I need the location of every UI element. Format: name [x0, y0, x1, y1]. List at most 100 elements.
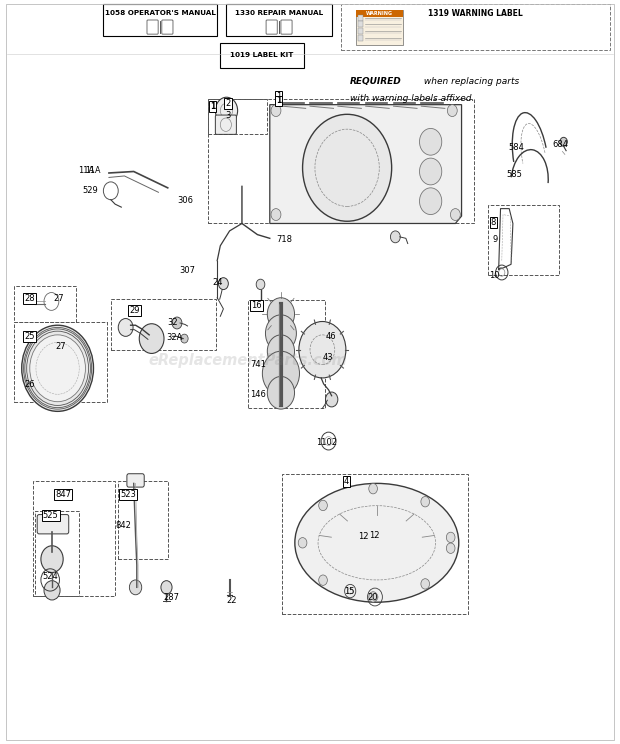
FancyBboxPatch shape: [103, 4, 217, 36]
FancyBboxPatch shape: [147, 20, 158, 34]
Circle shape: [303, 115, 392, 221]
Circle shape: [130, 580, 142, 594]
Text: 22: 22: [226, 596, 237, 605]
Circle shape: [265, 315, 296, 352]
Circle shape: [298, 538, 307, 548]
Text: 20: 20: [368, 592, 378, 601]
Text: 1: 1: [210, 102, 215, 111]
Circle shape: [326, 392, 338, 407]
Text: 741: 741: [250, 360, 266, 369]
Circle shape: [262, 351, 299, 396]
Text: 1019 LABEL KIT: 1019 LABEL KIT: [231, 52, 294, 58]
Text: 718: 718: [276, 234, 292, 243]
Circle shape: [256, 279, 265, 289]
Text: 26: 26: [24, 380, 35, 389]
Polygon shape: [270, 105, 461, 223]
Circle shape: [369, 484, 378, 494]
Circle shape: [299, 321, 346, 378]
FancyBboxPatch shape: [215, 115, 236, 135]
Text: 287: 287: [164, 592, 179, 601]
Text: 25: 25: [24, 332, 35, 341]
Text: 2: 2: [225, 99, 231, 108]
Circle shape: [446, 543, 455, 554]
Text: 28: 28: [24, 294, 35, 303]
Text: 525: 525: [43, 511, 58, 520]
Text: 11A: 11A: [85, 165, 100, 175]
FancyBboxPatch shape: [358, 35, 363, 41]
Circle shape: [319, 500, 327, 510]
Circle shape: [267, 376, 294, 409]
Text: 1330 REPAIR MANUAL: 1330 REPAIR MANUAL: [235, 10, 323, 16]
Circle shape: [420, 129, 442, 155]
Text: 524: 524: [43, 571, 58, 581]
Circle shape: [140, 324, 164, 353]
Text: 146: 146: [250, 390, 266, 399]
Text: 306: 306: [177, 196, 193, 205]
Circle shape: [421, 496, 430, 507]
Circle shape: [161, 580, 172, 594]
FancyBboxPatch shape: [220, 43, 304, 68]
Circle shape: [180, 334, 188, 343]
Circle shape: [319, 575, 327, 586]
Circle shape: [172, 317, 182, 329]
Circle shape: [22, 325, 94, 411]
Text: 46: 46: [326, 332, 336, 341]
Ellipse shape: [295, 484, 459, 602]
Circle shape: [369, 591, 378, 602]
Text: 3: 3: [225, 112, 231, 121]
Text: 1: 1: [276, 92, 281, 101]
FancyBboxPatch shape: [356, 10, 403, 45]
Circle shape: [271, 208, 281, 220]
Text: 32: 32: [168, 318, 179, 327]
Circle shape: [421, 579, 430, 589]
Circle shape: [391, 231, 401, 243]
FancyBboxPatch shape: [266, 20, 277, 34]
Text: 4: 4: [344, 478, 349, 487]
Text: 43: 43: [322, 353, 333, 362]
Text: 9: 9: [492, 235, 498, 244]
Text: when replacing parts: when replacing parts: [422, 77, 520, 86]
Circle shape: [30, 335, 86, 402]
Circle shape: [267, 298, 294, 330]
Text: 529: 529: [82, 185, 98, 195]
FancyBboxPatch shape: [281, 20, 292, 34]
Text: 12: 12: [358, 533, 368, 542]
Circle shape: [267, 335, 294, 368]
Text: 847: 847: [55, 490, 71, 499]
Text: eReplacementParts.com: eReplacementParts.com: [149, 353, 348, 368]
FancyBboxPatch shape: [358, 22, 363, 28]
FancyBboxPatch shape: [162, 20, 173, 34]
Text: 1: 1: [276, 97, 281, 106]
Text: 24: 24: [212, 278, 223, 287]
Text: 15: 15: [344, 586, 355, 595]
Text: REQUIRED: REQUIRED: [350, 77, 402, 86]
Text: 27: 27: [55, 341, 66, 350]
Text: 585: 585: [507, 170, 523, 179]
Text: 1102: 1102: [316, 438, 337, 447]
FancyBboxPatch shape: [358, 28, 363, 34]
Text: 29: 29: [130, 306, 140, 315]
Text: 11A: 11A: [78, 165, 94, 175]
Text: 16: 16: [251, 301, 262, 310]
Text: 8: 8: [490, 218, 496, 227]
FancyBboxPatch shape: [356, 10, 403, 17]
Circle shape: [271, 105, 281, 117]
Circle shape: [560, 138, 567, 147]
Text: WARNING: WARNING: [366, 11, 393, 16]
Text: 12: 12: [369, 531, 379, 540]
Text: 684: 684: [552, 141, 569, 150]
Circle shape: [448, 105, 457, 117]
Text: 523: 523: [120, 490, 136, 499]
Text: 27: 27: [53, 294, 64, 303]
Text: with warning labels affixed.: with warning labels affixed.: [350, 94, 474, 103]
Circle shape: [41, 546, 63, 572]
Circle shape: [215, 97, 237, 124]
Circle shape: [118, 318, 133, 336]
Text: 1319 WARNING LABEL: 1319 WARNING LABEL: [428, 9, 523, 18]
Text: 10: 10: [489, 271, 500, 280]
FancyBboxPatch shape: [226, 4, 332, 36]
Circle shape: [446, 532, 455, 542]
Circle shape: [420, 187, 442, 214]
Circle shape: [420, 158, 442, 185]
Circle shape: [218, 278, 228, 289]
